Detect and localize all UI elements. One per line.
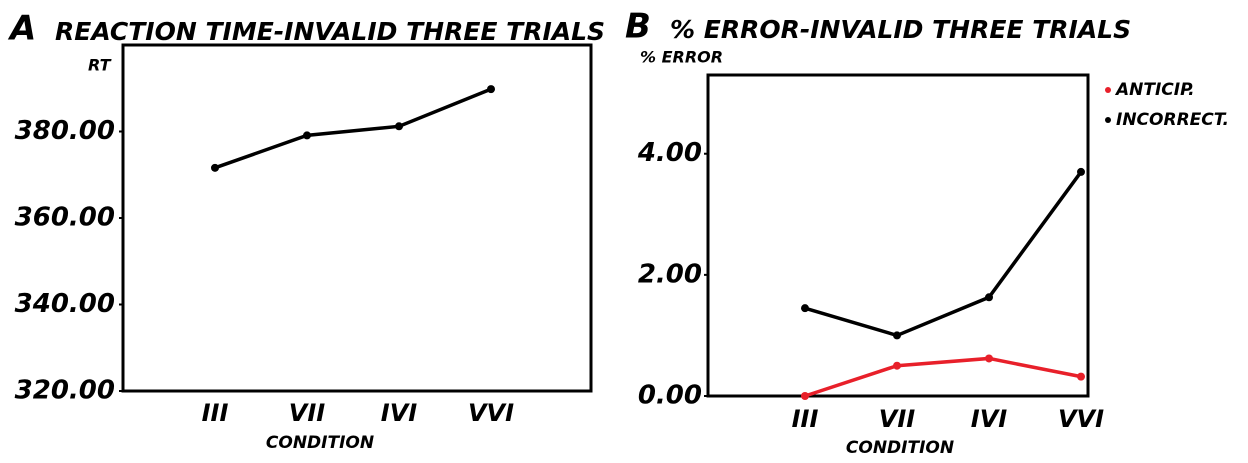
data-line [214, 87, 492, 170]
x-tick-label: IVI [971, 405, 1008, 433]
x-tick-label: VII [289, 399, 326, 427]
y-tick-label: 320.00 [15, 376, 115, 406]
y-tick-label: 380.00 [15, 116, 115, 146]
legend-marker [1105, 87, 1111, 93]
legend-label: INCORRECT. [1116, 110, 1229, 130]
plot-frame [121, 43, 593, 393]
panel-letter: A [7, 9, 36, 49]
legend-marker [1105, 117, 1111, 123]
data-point [801, 304, 809, 313]
y-axis-label: % ERROR [640, 48, 723, 67]
x-tick-label: VVI [468, 399, 514, 427]
legend-label: ANTICIP. [1114, 80, 1195, 100]
y-tick-label: 0.00 [638, 381, 702, 411]
x-axis-label: CONDITION [846, 438, 954, 458]
data-point [985, 354, 993, 363]
x-tick-label: III [202, 399, 229, 427]
data-point [1077, 372, 1085, 381]
x-tick-label: III [792, 405, 819, 433]
y-tick-label: 4.00 [637, 138, 702, 168]
x-tick-label: IVI [381, 399, 418, 427]
panel-letter: B [625, 7, 651, 47]
data-point [1077, 167, 1085, 176]
y-tick-label: 2.00 [638, 259, 702, 289]
y-axis-label: RT [88, 56, 112, 75]
data-point [985, 293, 993, 302]
data-point [211, 163, 219, 172]
plot-frame [706, 73, 1090, 398]
data-line [804, 170, 1083, 338]
data-point [395, 122, 403, 131]
data-point [893, 331, 901, 340]
data-point [893, 361, 901, 370]
data-line [804, 356, 1082, 398]
data-point [801, 392, 809, 400]
x-tick-label: VII [879, 405, 916, 433]
y-tick-label: 360.00 [15, 203, 115, 233]
data-point [487, 85, 495, 94]
chart-title: REACTION TIME-INVALID THREE TRIALS [55, 17, 605, 46]
y-tick-label: 340.00 [15, 289, 115, 319]
x-tick-label: VVI [1058, 405, 1104, 433]
data-point [303, 131, 311, 140]
chart-title: % ERROR-INVALID THREE TRIALS [670, 15, 1131, 44]
x-axis-label: CONDITION [266, 433, 374, 453]
